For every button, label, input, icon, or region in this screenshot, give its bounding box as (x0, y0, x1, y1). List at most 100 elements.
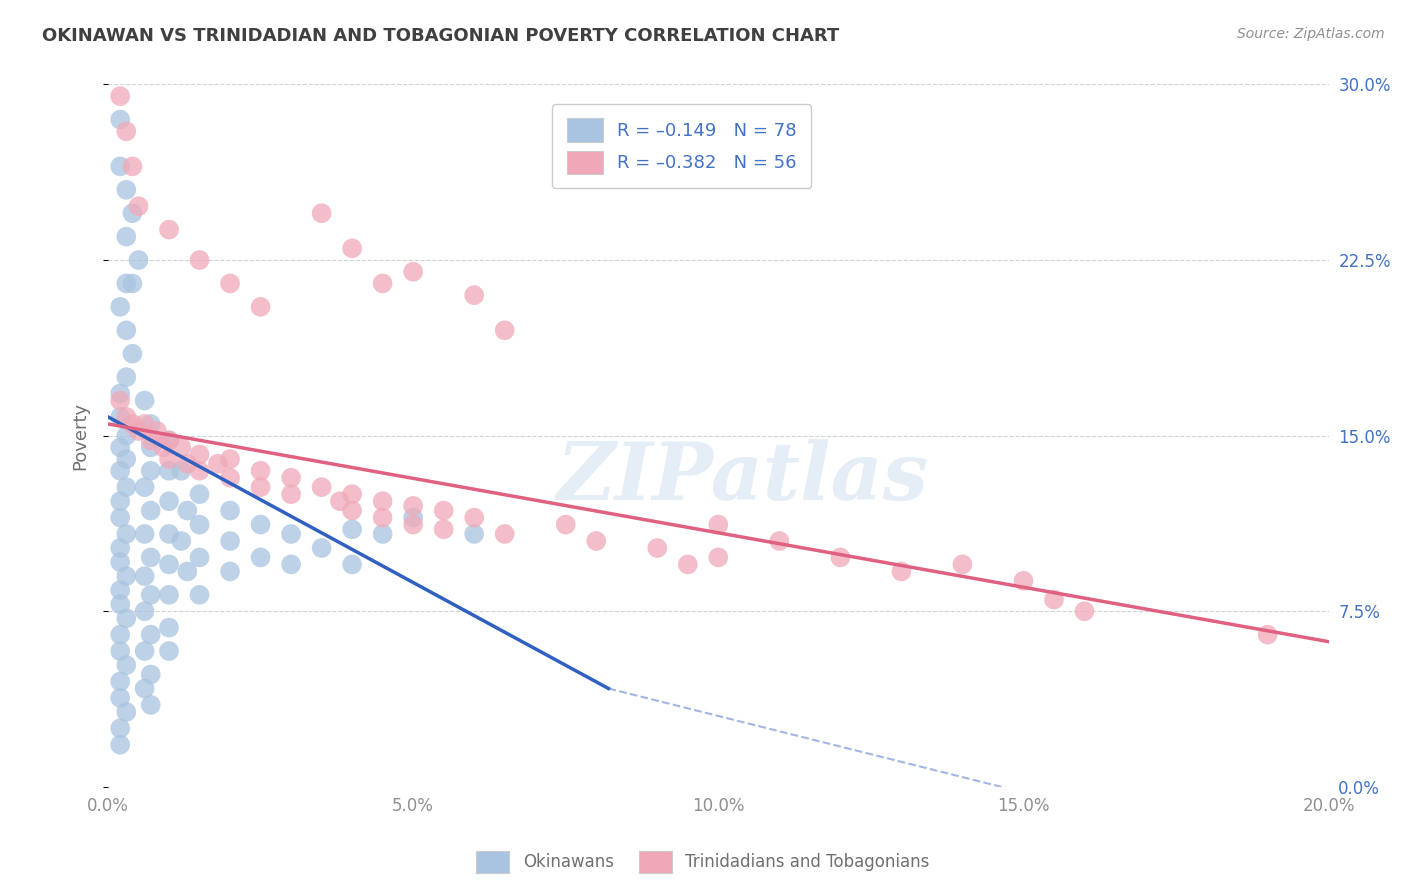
Y-axis label: Poverty: Poverty (72, 401, 89, 470)
Point (280, 527, 302, 541)
Point (463, 288, 485, 302)
Point (830, 550, 852, 565)
Point (340, 522, 363, 536)
Point (494, 323, 516, 337)
Point (707, 517, 730, 532)
Point (249, 550, 271, 565)
Point (176, 503, 198, 517)
Point (249, 480, 271, 494)
Text: ZIPatlas: ZIPatlas (557, 439, 929, 516)
Point (280, 487, 302, 501)
Point (170, 464, 193, 478)
Point (139, 667, 162, 681)
Point (170, 441, 193, 455)
Point (157, 452, 180, 467)
Point (249, 464, 271, 478)
Point (219, 471, 242, 485)
Point (108, 494, 131, 508)
Point (157, 222, 180, 236)
Point (219, 565, 242, 579)
Point (134, 527, 156, 541)
Point (219, 534, 242, 549)
Point (768, 534, 790, 549)
Point (952, 558, 974, 572)
Point (108, 89, 131, 103)
Point (463, 527, 485, 541)
Point (139, 627, 162, 641)
Point (108, 441, 131, 455)
Point (707, 550, 730, 565)
Point (115, 229, 138, 244)
Point (494, 527, 516, 541)
Point (157, 434, 180, 448)
Point (463, 510, 485, 524)
Point (645, 541, 668, 555)
Point (108, 674, 131, 689)
Point (188, 550, 211, 565)
Point (188, 487, 211, 501)
Point (219, 503, 242, 517)
Point (249, 300, 271, 314)
Point (115, 527, 138, 541)
Point (134, 681, 156, 696)
Point (108, 583, 131, 598)
Point (115, 409, 138, 424)
Point (115, 124, 138, 138)
Point (134, 604, 156, 618)
Point (157, 644, 180, 658)
Point (280, 558, 302, 572)
Point (108, 510, 131, 524)
Point (108, 627, 131, 641)
Point (1012, 574, 1035, 588)
Point (134, 644, 156, 658)
Point (157, 527, 180, 541)
Point (402, 499, 425, 513)
Point (311, 480, 333, 494)
Point (371, 527, 394, 541)
Point (329, 494, 352, 508)
Point (433, 503, 456, 517)
Point (249, 517, 271, 532)
Point (139, 588, 162, 602)
Point (108, 644, 131, 658)
Point (139, 464, 162, 478)
Point (152, 441, 174, 455)
Point (139, 434, 162, 448)
Point (402, 510, 425, 524)
Point (433, 522, 456, 536)
Point (157, 464, 180, 478)
Point (1043, 592, 1066, 607)
Point (108, 300, 131, 314)
Legend: R = –0.149   N = 78, R = –0.382   N = 56: R = –0.149 N = 78, R = –0.382 N = 56 (553, 104, 811, 188)
Point (371, 277, 394, 291)
Point (115, 183, 138, 197)
Point (219, 277, 242, 291)
Point (139, 441, 162, 455)
Point (157, 621, 180, 635)
Text: Source: ZipAtlas.com: Source: ZipAtlas.com (1237, 27, 1385, 41)
Point (890, 565, 912, 579)
Point (108, 464, 131, 478)
Point (121, 206, 143, 220)
Point (134, 480, 156, 494)
Point (115, 277, 138, 291)
Point (121, 277, 143, 291)
Point (115, 658, 138, 673)
Point (157, 558, 180, 572)
Point (115, 370, 138, 384)
Point (108, 690, 131, 705)
Point (188, 517, 211, 532)
Point (340, 558, 363, 572)
Point (128, 199, 150, 213)
Point (340, 503, 363, 517)
Point (371, 494, 394, 508)
Point (1257, 627, 1279, 641)
Point (188, 253, 211, 268)
Point (139, 550, 162, 565)
Point (176, 565, 198, 579)
Point (311, 206, 333, 220)
Point (128, 424, 150, 438)
Point (157, 434, 180, 448)
Point (157, 588, 180, 602)
Point (1073, 604, 1095, 618)
